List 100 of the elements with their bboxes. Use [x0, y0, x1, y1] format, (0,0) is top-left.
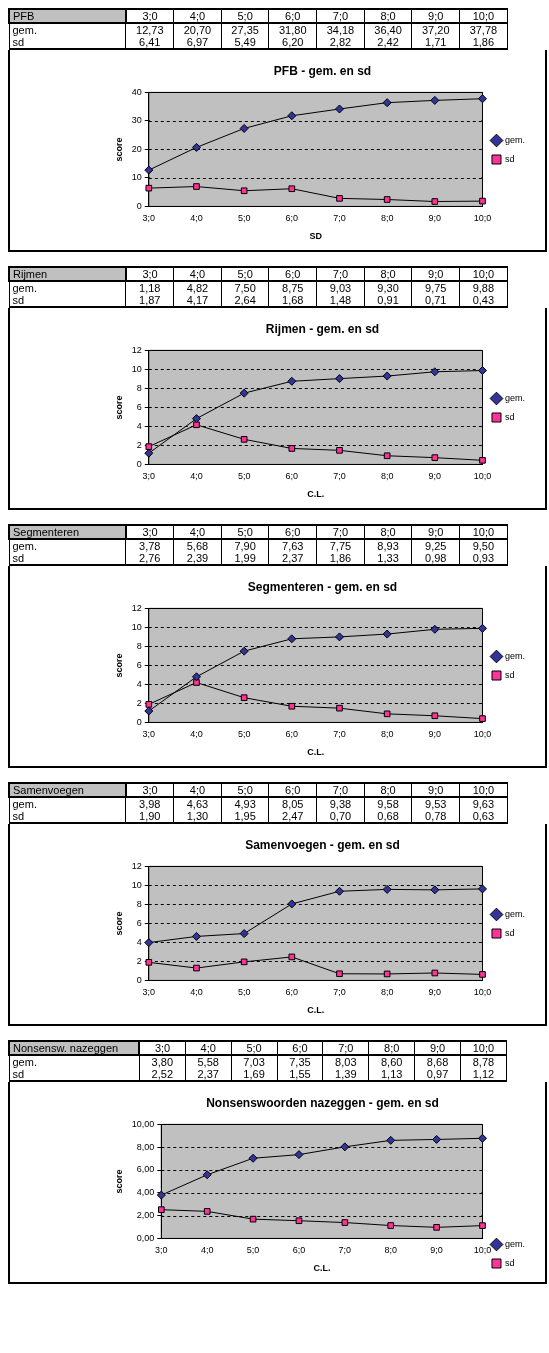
category-label: 5;0	[237, 526, 253, 538]
x-tick-label: 7;0	[333, 471, 346, 482]
data-label: 1,87	[125, 294, 174, 307]
y-axis-title: score	[113, 653, 124, 678]
x-tick-label: 8;0	[380, 729, 394, 740]
data-label: 31,80	[268, 23, 317, 36]
text: 2,37	[268, 552, 317, 565]
data-label: 7,03	[231, 1055, 277, 1068]
x-tick-label: 3;0	[142, 987, 156, 998]
x-tick-label: 7;0	[333, 729, 346, 740]
legend-label: sd	[504, 411, 515, 422]
x-tick-label: 10;0	[473, 471, 492, 482]
data-label: 2,37	[185, 1068, 232, 1081]
data-label: 9,75	[411, 281, 460, 294]
x-tick-label: 6;0	[285, 987, 299, 998]
y-axis-title: score	[113, 911, 124, 936]
data-label: 0,70	[316, 810, 365, 823]
x-tick-label: 7;0	[333, 213, 346, 224]
text: gem.	[12, 282, 37, 294]
x-tick-label: 8;0	[380, 213, 394, 224]
x-tick-label: 9;0	[430, 1245, 443, 1256]
category-label: 5;0	[237, 10, 253, 22]
category-label: 9;0	[428, 526, 444, 538]
x-tick-label: 5;0	[237, 729, 251, 740]
y-tick-label: 10	[131, 363, 142, 374]
data-label: 34,18	[316, 23, 365, 36]
x-tick-label: 6;0	[285, 213, 299, 224]
y-tick-label: 10	[131, 879, 142, 890]
x-tick-label: 5;0	[246, 1245, 260, 1256]
y-axis-title: score	[113, 395, 124, 420]
category-label: 9;0	[428, 10, 444, 22]
category-label: 10;0	[472, 268, 495, 280]
text: 5,68	[173, 539, 222, 552]
text: sd	[12, 36, 25, 48]
y-tick-label: 0	[136, 974, 142, 985]
category-label: 6;0	[292, 1042, 308, 1054]
y-axis-title: score	[113, 137, 124, 162]
data-label: 1,18	[125, 281, 174, 294]
x-tick-label: 6;0	[285, 471, 299, 482]
category-label: 6;0	[285, 268, 301, 280]
y-tick-label: 2	[136, 697, 142, 708]
text: gem.	[12, 540, 37, 552]
data-label: 0,63	[459, 810, 508, 823]
y-tick-label: 2	[136, 955, 142, 966]
chart-title: PFB - gem. en sd	[273, 63, 372, 78]
y-tick-label: 2,00	[136, 1210, 155, 1221]
data-label: 2,52	[139, 1068, 186, 1081]
data-label: 1,12	[460, 1068, 507, 1081]
x-tick-label: 3;0	[142, 729, 156, 740]
data-label: 36,40	[364, 23, 412, 36]
legend-label: gem.	[504, 650, 526, 661]
x-tick-label: 10;0	[473, 213, 492, 224]
y-tick-label: 10	[131, 172, 142, 183]
text: sd	[12, 294, 25, 306]
y-tick-label: 8	[136, 898, 142, 909]
y-tick-label: 12	[131, 860, 142, 871]
category-label: 8;0	[380, 10, 396, 22]
category-label: 8;0	[384, 1042, 400, 1054]
category-label: 4;0	[189, 784, 206, 796]
x-tick-label: 5;0	[237, 987, 251, 998]
data-label: 3,98	[125, 797, 174, 810]
y-tick-label: 6	[136, 917, 142, 928]
data-label: 9,53	[411, 797, 460, 810]
text: 0,98	[411, 552, 460, 565]
category-label: 8;0	[380, 526, 396, 538]
category-label: 3;0	[142, 784, 158, 796]
category-label: 8;0	[380, 784, 396, 796]
y-tick-label: 4	[136, 420, 142, 431]
category-label: 6;0	[285, 10, 301, 22]
category-label: 3;0	[142, 268, 158, 280]
category-label: 3;0	[142, 526, 158, 538]
x-tick-label: 6;0	[292, 1245, 306, 1256]
category-label: 4;0	[189, 268, 206, 280]
data-label: 9,30	[364, 281, 412, 294]
text: 9,50	[459, 539, 508, 552]
text: 9,25	[411, 539, 460, 552]
text: Segmenteren	[9, 525, 126, 539]
x-tick-label: 10;0	[473, 1245, 492, 1256]
chart-title: Samenvoegen - gem. en sd	[245, 837, 400, 852]
data-label: 1,13	[368, 1068, 415, 1081]
x-axis-title: C.L.	[307, 747, 325, 758]
category-label: 6;0	[285, 526, 301, 538]
data-label: 2,64	[221, 294, 269, 307]
y-tick-label: 4,00	[136, 1187, 155, 1198]
x-tick-label: 6;0	[285, 729, 299, 740]
category-label: 3;0	[142, 10, 158, 22]
category-label: 10;0	[472, 526, 495, 538]
text: 1,33	[364, 552, 412, 565]
y-tick-label: 0	[136, 200, 142, 211]
data-label: 2,82	[316, 36, 365, 49]
data-label: 4,63	[173, 797, 222, 810]
x-axis-title: C.L.	[313, 1263, 331, 1274]
data-label: 5,49	[221, 36, 269, 49]
text: gem.	[12, 24, 37, 36]
data-label: 0,91	[364, 294, 412, 307]
data-label: 0,71	[411, 294, 460, 307]
category-label: 9;0	[428, 268, 444, 280]
y-tick-label: 10,00	[131, 1118, 155, 1129]
x-axis-title: SD	[309, 231, 323, 242]
y-tick-label: 10	[131, 621, 142, 632]
